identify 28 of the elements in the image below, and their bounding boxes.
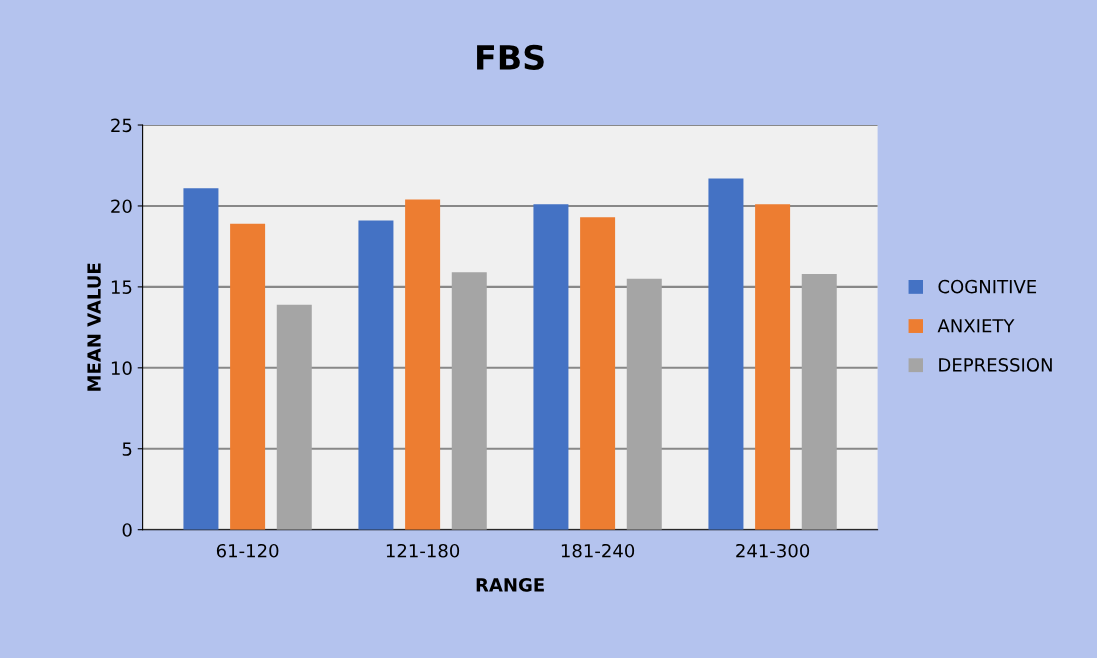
- legend-label: COGNITIVE: [938, 279, 1037, 294]
- y-tick-label: 15: [111, 280, 132, 294]
- bar: [755, 204, 791, 530]
- x-tick-label: 181-240: [561, 543, 635, 558]
- bar: [230, 223, 266, 530]
- y-tick-label: 20: [111, 199, 132, 214]
- bar: [801, 273, 837, 530]
- y-axis-title: MEAN VALUE: [87, 263, 101, 391]
- bar: [708, 178, 744, 530]
- y-tick-label: 10: [111, 361, 132, 375]
- bar: [358, 220, 394, 530]
- bar: [580, 217, 616, 530]
- x-tick-label: 121-180: [386, 543, 460, 558]
- bar: [451, 272, 487, 530]
- bar: [533, 204, 569, 530]
- chart-title: FBS: [477, 44, 544, 70]
- legend-label: ANXIETY: [937, 319, 1015, 333]
- y-tick-label: 25: [111, 118, 132, 133]
- bar: [183, 188, 219, 530]
- bar: [626, 278, 662, 530]
- x-axis-title: RANGE: [476, 578, 544, 592]
- y-tick-label: 0: [122, 523, 132, 537]
- x-tick-label: 241-300: [736, 543, 810, 558]
- legend-label: DEPRESSION: [939, 358, 1052, 372]
- bar: [405, 199, 441, 530]
- y-tick-label: 5: [122, 442, 132, 456]
- bar: [276, 304, 312, 530]
- x-tick-label: 61-120: [216, 543, 279, 558]
